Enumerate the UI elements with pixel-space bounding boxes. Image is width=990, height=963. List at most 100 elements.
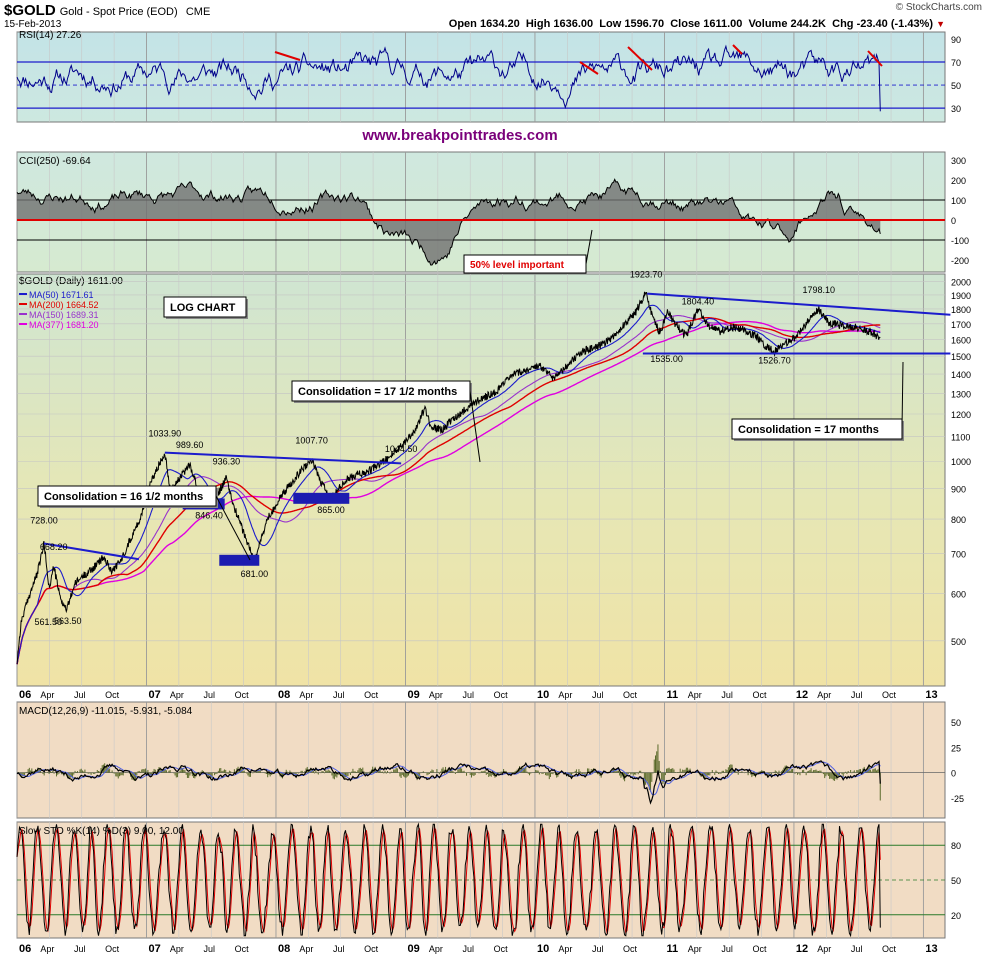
legend-label: MA(150) 1689.31 <box>29 310 99 320</box>
open-value: 1634.20 <box>479 18 520 30</box>
price-y-tick-label: 900 <box>951 485 966 495</box>
price-x-tick-label: 11 <box>666 689 678 701</box>
cci-y-tick-label: 200 <box>951 176 966 186</box>
log-chart-label-text: LOG CHART <box>170 302 236 314</box>
price-x-tick-label: Apr <box>688 690 702 700</box>
rsi-divergence-line <box>274 51 301 61</box>
sto-x-tick-label: Apr <box>40 944 54 954</box>
price-line <box>16 291 881 665</box>
price-x-tick-label: Jul <box>721 690 733 700</box>
price-x-tick-label: Oct <box>753 690 768 700</box>
sto-x-tick-label: Jul <box>721 944 733 954</box>
sto-x-tick-label: Jul <box>333 944 345 954</box>
price-label: 1798.10 <box>802 285 835 295</box>
price-x-tick-label: Apr <box>429 690 443 700</box>
sto-x-tick-label: Oct <box>364 944 379 954</box>
rsi-line <box>16 44 881 112</box>
cci-y-tick-label: 0 <box>951 216 956 226</box>
price-x-tick-label: Jul <box>333 690 345 700</box>
consolidation-17-5-pointer <box>469 390 481 463</box>
sto-x-tick-label: 09 <box>407 943 419 955</box>
sto-x-tick-label: Jul <box>592 944 604 954</box>
price-y-tick-label: 1000 <box>951 457 971 467</box>
price-x-tick-label: Jul <box>462 690 474 700</box>
sto-title: Slow STO %K(14) %D(3) 9.00, 12.00 <box>19 826 184 837</box>
sto-x-tick-label: Apr <box>688 944 702 954</box>
sto-y-tick-label: 80 <box>951 841 961 851</box>
price-y-tick-label: 1700 <box>951 320 971 330</box>
price-y-tick-label: 1400 <box>951 370 971 380</box>
price-label: 1044.50 <box>385 444 418 454</box>
price-label: 728.00 <box>30 515 58 525</box>
low-value: 1596.70 <box>624 18 665 30</box>
cci-y-tick-label: -100 <box>951 236 969 246</box>
cci-y-tick-label: 100 <box>951 196 966 206</box>
sto-x-tick-label: Oct <box>105 944 120 954</box>
price-x-tick-label: Apr <box>817 690 831 700</box>
price-x-tick-label: Oct <box>105 690 120 700</box>
chg-label: Chg <box>832 18 854 30</box>
trendline-2011-2013 <box>647 292 951 316</box>
sto-x-tick-label: Apr <box>558 944 572 954</box>
close-value: 1611.00 <box>703 18 743 30</box>
volume-label: Volume <box>748 18 788 30</box>
high-label: High <box>525 18 551 30</box>
support-marker <box>293 492 350 504</box>
price-x-tick-label: 12 <box>796 689 808 701</box>
price-label: 561.50 <box>35 617 63 627</box>
price-y-tick-label: 1800 <box>951 305 971 315</box>
price-x-tick-label: 10 <box>537 689 549 701</box>
price-panel-bg <box>16 273 946 687</box>
cci-annotation-text: 50% level important <box>470 260 565 271</box>
price-x-tick-label: Jul <box>851 690 863 700</box>
price-y-tick-label: 800 <box>951 515 966 525</box>
chart-date: 15-Feb-2013 <box>4 19 62 30</box>
sto-x-tick-label: Jul <box>462 944 474 954</box>
sto-x-tick-label: Oct <box>235 944 250 954</box>
open-label: Open <box>448 18 477 30</box>
log-chart-label-box <box>163 296 247 318</box>
price-label: 865.00 <box>317 505 345 515</box>
sto-x-tick-label: Oct <box>882 944 897 954</box>
price-x-tick-label: 13 <box>925 689 937 701</box>
price-label: 1526.70 <box>758 356 791 366</box>
price-x-tick-label: 06 <box>19 689 31 701</box>
price-y-tick-label: 1200 <box>951 410 971 420</box>
macd-y-tick-label: -25 <box>951 794 964 804</box>
price-x-tick-label: 07 <box>148 689 160 701</box>
rsi-divergence-line <box>867 50 883 67</box>
price-y-tick-label: 1300 <box>951 389 971 399</box>
price-x-tick-label: Oct <box>235 690 250 700</box>
price-label: 989.60 <box>176 440 204 450</box>
price-y-tick-label: 600 <box>951 590 966 600</box>
consolidation-17-pointer <box>901 361 904 430</box>
cci-y-tick-label: -200 <box>951 256 969 266</box>
legend-label: MA(377) 1681.20 <box>29 320 99 330</box>
price-y-tick-label: 1100 <box>951 433 970 443</box>
rsi-divergence-line <box>579 61 599 75</box>
trendline-2008-2009 <box>164 451 402 465</box>
price-x-tick-label: Apr <box>170 690 184 700</box>
exchange-label: CME <box>185 6 211 18</box>
price-x-tick-label: Oct <box>494 690 509 700</box>
consolidation-17-text: Consolidation = 17 months <box>738 424 879 436</box>
rsi-panel-bg <box>16 31 946 123</box>
consolidation-16-5-text: Consolidation = 16 1/2 months <box>44 491 203 503</box>
symbol-text: $GOLD <box>4 2 56 19</box>
sto-y-tick-label: 50 <box>951 876 961 886</box>
price-label: 846.40 <box>195 510 223 520</box>
price-x-tick-label: Jul <box>592 690 604 700</box>
ma377-line <box>16 320 881 665</box>
sto-x-tick-label: 08 <box>278 943 290 955</box>
rsi-y-tick-label: 90 <box>951 35 961 45</box>
price-label: 1033.90 <box>149 429 182 439</box>
price-label: 681.00 <box>241 569 269 579</box>
close-label: Close <box>670 18 701 30</box>
price-label: 936.30 <box>213 456 241 466</box>
quote-bar: Open 1634.20 High 1636.00 Low 1596.70 Cl… <box>449 18 945 30</box>
price-x-tick-label: Oct <box>882 690 897 700</box>
sto-k-line <box>16 822 881 938</box>
low-label: Low <box>599 18 622 30</box>
rsi-title: RSI(14) 27.26 <box>19 30 82 41</box>
